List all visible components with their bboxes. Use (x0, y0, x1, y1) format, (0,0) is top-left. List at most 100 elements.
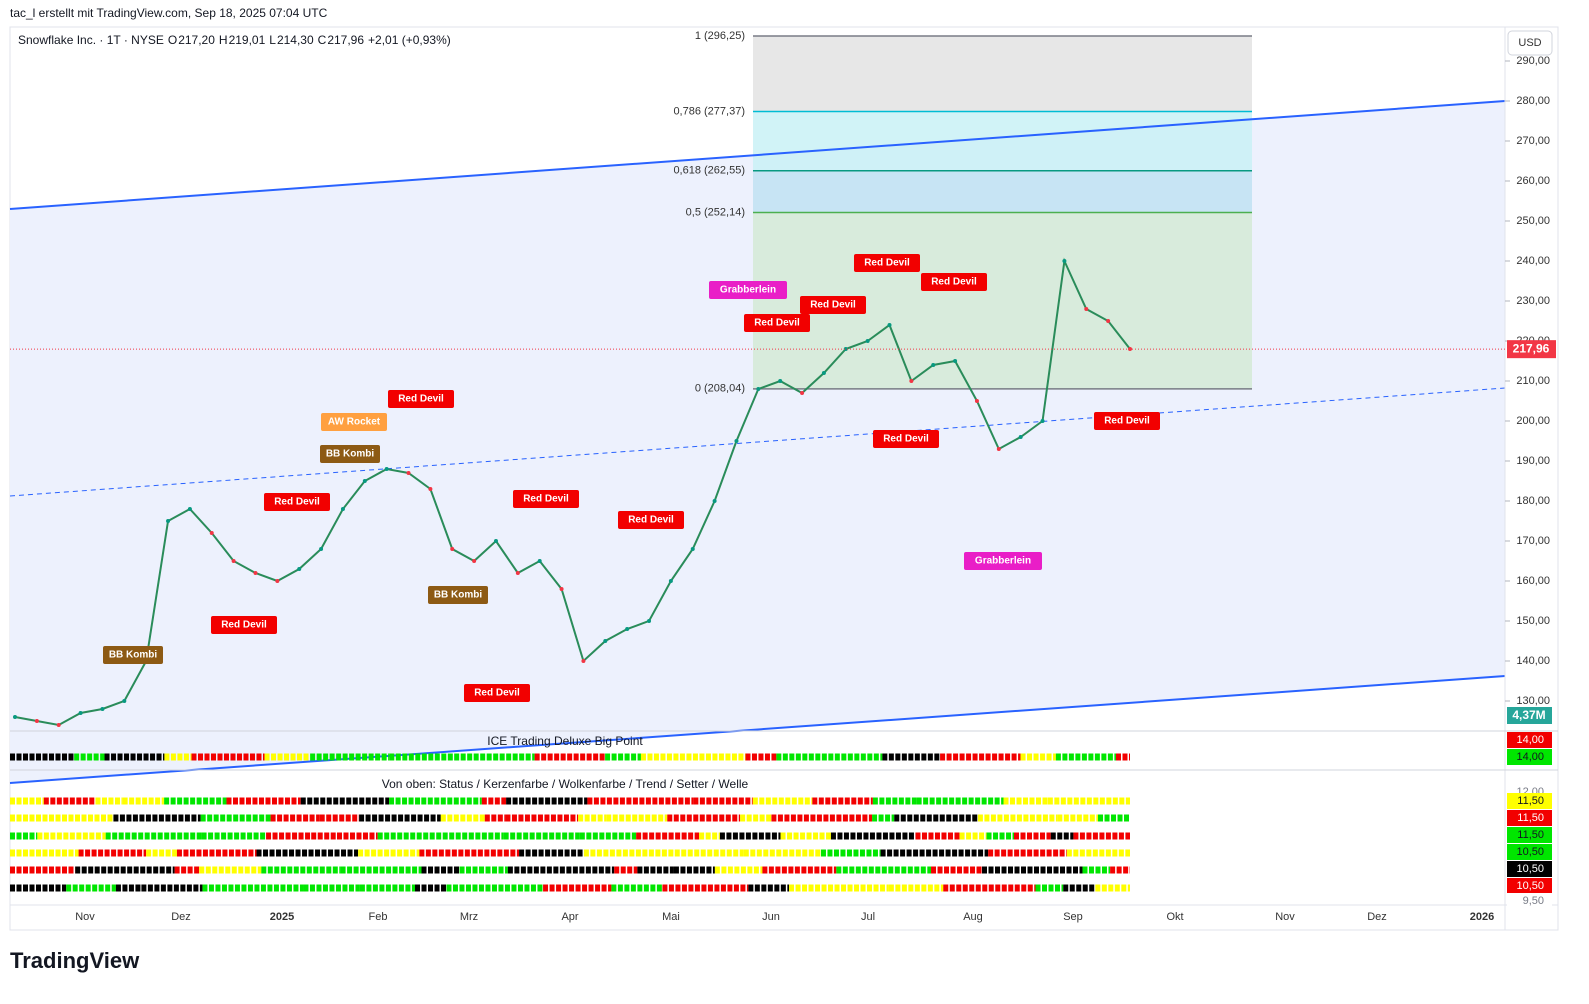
legend-text: L (269, 33, 276, 47)
channel-top (9, 100, 1506, 210)
x-tick-label: Nov (1275, 911, 1295, 923)
price-point (319, 547, 324, 551)
signal-tag (964, 552, 1042, 570)
fib-band (753, 170, 1252, 213)
y-tick-label: 290,00 (1516, 55, 1550, 67)
x-tick-label: Jul (861, 911, 875, 923)
price-point (450, 547, 455, 551)
price-point (996, 447, 1001, 451)
x-tick-label: Feb (369, 911, 388, 923)
signal-label: Red Devil (883, 434, 929, 445)
price-point (756, 387, 761, 391)
pane-scale-label: 10,50 (1516, 846, 1544, 858)
price-point (909, 379, 914, 383)
pane-scale-tag (1507, 827, 1552, 843)
signal-label: Red Devil (931, 277, 977, 288)
price-point (428, 487, 433, 491)
y-tick-label: 250,00 (1516, 215, 1550, 227)
currency-button[interactable] (1507, 30, 1553, 56)
signal-label: Grabberlein (720, 285, 776, 296)
signal-tag (1094, 412, 1160, 430)
y-tick-label: 270,00 (1516, 135, 1550, 147)
signal-tag (800, 296, 866, 314)
panel-title: Von oben: Status / Kerzenfarbe / Wolkenf… (382, 777, 749, 791)
price-point (1084, 307, 1089, 311)
price-point (647, 619, 652, 623)
y-tick-label: 260,00 (1516, 175, 1550, 187)
price-point (34, 719, 39, 723)
fib-band (753, 36, 1252, 112)
brand-logo[interactable]: TradingView (10, 948, 140, 973)
y-tick-label: 190,00 (1516, 455, 1550, 467)
panel-title: ICE Trading Deluxe Big Point (487, 734, 643, 748)
price-point (472, 559, 477, 563)
x-tick-label: Dez (1367, 911, 1387, 923)
y-tick-label: 210,00 (1516, 375, 1550, 387)
signal-label: BB Kombi (326, 449, 375, 460)
signal-tag (321, 413, 387, 431)
price-point (625, 627, 630, 631)
pane-scale-label: 9,50 (1523, 895, 1544, 907)
pane-scale-label: 14,00 (1516, 734, 1544, 746)
x-tick-label: Nov (75, 911, 95, 923)
price-point (78, 711, 83, 715)
signal-tag (320, 445, 380, 463)
price-point (800, 391, 805, 395)
x-tick-label: Mrz (460, 911, 478, 923)
fib-label: 0 (208,04) (695, 383, 745, 395)
y-tick-label: 170,00 (1516, 535, 1550, 547)
y-tick-label: 240,00 (1516, 255, 1550, 267)
pane-scale-label: 14,00 (1516, 751, 1544, 763)
fib-band (753, 111, 1252, 171)
signal-label: Red Devil (398, 394, 444, 405)
currency[interactable]: USD (1518, 37, 1541, 49)
last-price-label: 217,96 (1513, 341, 1550, 355)
signal-tag (921, 273, 987, 291)
price-point (515, 571, 520, 575)
legend-text: C (318, 33, 327, 47)
signal-label: AW Rocket (328, 417, 381, 428)
price-point (974, 399, 979, 403)
price-point (953, 359, 958, 363)
signal-label: Red Devil (810, 300, 856, 311)
fib-label: 0,618 (262,55) (673, 165, 745, 177)
pane-scale-tag (1507, 844, 1552, 860)
price-point (668, 579, 673, 583)
price-point (887, 323, 892, 327)
legend-text: Snowflake Inc. · 1T · NYSE (18, 33, 164, 47)
y-tick-label: 150,00 (1516, 615, 1550, 627)
y-tick-label: 160,00 (1516, 575, 1550, 587)
x-tick-label: Apr (561, 911, 578, 923)
price-point (712, 499, 717, 503)
legend-text: 214,30 (277, 33, 314, 47)
pane-scale-label: 10,50 (1516, 880, 1544, 892)
header-title: tac_l erstellt mit TradingView.com, Sep … (10, 6, 328, 20)
y-tick-label: 180,00 (1516, 495, 1550, 507)
signal-label: Red Devil (1104, 416, 1150, 427)
x-tick-label: Jun (762, 911, 780, 923)
signal-label: Grabberlein (975, 556, 1031, 567)
price-point (406, 471, 411, 475)
x-tick-label: Okt (1166, 911, 1183, 923)
price-point (209, 531, 214, 535)
pane-scale-tag (1507, 749, 1552, 765)
x-tick-label: 2026 (1470, 911, 1494, 923)
signal-tag (854, 254, 920, 272)
price-point (384, 467, 389, 471)
x-tick-label: 2025 (270, 911, 294, 923)
signal-label: Red Devil (221, 620, 267, 631)
signal-tag (428, 586, 488, 604)
y-tick-label: 230,00 (1516, 295, 1550, 307)
price-point (253, 571, 258, 575)
price-point (122, 699, 127, 703)
price-point (559, 587, 564, 591)
legend-text: O (168, 33, 177, 47)
price-point (778, 379, 783, 383)
legend: Snowflake Inc. · 1T · NYSE O 217,20 H 219,01… (18, 33, 451, 47)
price-line (14, 257, 1131, 727)
price-point (275, 579, 280, 583)
price-point (931, 363, 936, 367)
volume-tag (1507, 707, 1552, 724)
signal-tag (618, 511, 684, 529)
signal-tag (211, 616, 277, 634)
